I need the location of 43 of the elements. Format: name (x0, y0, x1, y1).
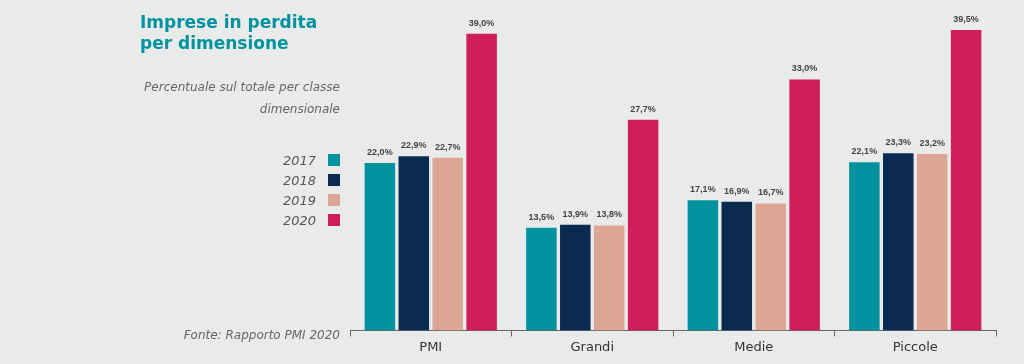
bar (849, 162, 880, 331)
bar (526, 227, 557, 331)
text: Percentuale sul totale per classe dimensionale (143, 79, 340, 118)
bar (687, 200, 719, 331)
legend-label: 2019 (282, 192, 316, 208)
data-label: 17,1% (690, 184, 716, 195)
legend-label: 2017 (282, 152, 316, 168)
data-label: 27,7% (630, 103, 656, 114)
legend-label: 2018 (282, 172, 316, 188)
data-label: 39,5% (953, 13, 979, 24)
data-label: 16,7% (757, 187, 784, 198)
data-label: 22,1% (851, 146, 878, 157)
source-note: Fonte: Rapporto PMI 2020 (182, 328, 340, 342)
data-label: 16,9% (724, 185, 750, 196)
data-label: 22,0% (367, 147, 393, 158)
data-label: 23,2% (919, 137, 945, 148)
data-label: 22,9% (401, 140, 427, 151)
bar (916, 153, 948, 331)
bar (398, 156, 430, 331)
data-label: 13,8% (596, 209, 622, 220)
bar (593, 225, 625, 331)
bar (466, 33, 497, 331)
bar (364, 163, 396, 331)
bar (789, 79, 820, 331)
x-tick-label: Piccole (892, 338, 938, 354)
chart-title: Imprese in perdita per dimensione (140, 12, 319, 54)
data-label: 23,3% (885, 137, 912, 148)
bar (627, 119, 659, 331)
bar (755, 203, 786, 331)
data-label: 39,0% (468, 17, 495, 28)
bar (560, 224, 591, 331)
data-label: 22,7% (434, 141, 461, 152)
x-tick-label: PMI (419, 338, 443, 354)
data-label: 13,5% (528, 211, 555, 222)
x-tick-label: Grandi (570, 338, 614, 354)
data-label: 33,0% (791, 63, 818, 74)
bar (721, 201, 753, 331)
data-label: 13,9% (562, 208, 589, 219)
bar (883, 153, 914, 331)
x-tick-label: Medie (734, 338, 774, 354)
bar (950, 30, 982, 331)
legend-label: 2020 (282, 212, 316, 228)
bar (432, 157, 463, 331)
